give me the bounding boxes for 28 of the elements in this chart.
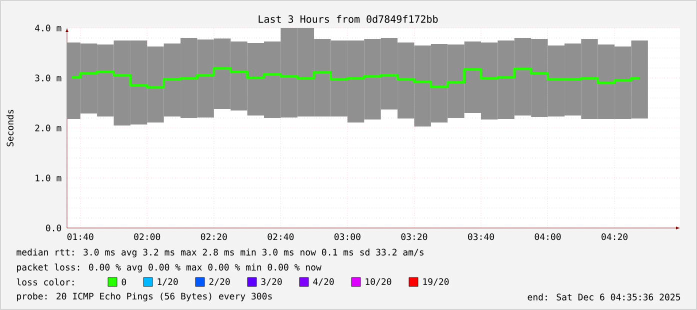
x-tick-label: 01:40 <box>67 233 94 240</box>
x-tick-label: 04:00 <box>534 233 561 240</box>
chart-title: Last 3 Hours from 0d7849f172bb <box>258 15 438 23</box>
legend-label: 10/20 <box>366 278 392 286</box>
legend-label: 3/20 <box>261 278 282 286</box>
y-tick-label: 1.0 m <box>36 174 62 182</box>
text: packet loss: 0.00 % avg 0.00 % max 0.00 % min 0.00 % now <box>17 264 322 272</box>
x-tick-label: 03:40 <box>468 233 494 240</box>
text: median rtt: 3.0 ms avg 3.2 ms max 2.8 ms min 3.0 ms now 0.1 ms sd 33.2 am/s <box>16 248 424 258</box>
x-tick-label: 03:20 <box>401 233 428 240</box>
x-tick-label: 04:20 <box>602 233 628 240</box>
legend-title: loss color: <box>16 278 74 286</box>
y-tick-label: 3.0 m <box>35 74 62 82</box>
x-tick-label: 02:00 <box>134 233 160 240</box>
x-tick-label: 02:40 <box>268 233 294 240</box>
y-axis-title: Seconds <box>6 110 14 146</box>
x-tick-label: 03:00 <box>334 233 360 240</box>
x-tick-label: 02:20 <box>200 233 227 240</box>
legend-label: 0 <box>122 278 126 286</box>
legend-label: 1/20 <box>158 278 178 286</box>
legend-label: 19/20 <box>423 278 449 286</box>
y-tick-label: 0.0 <box>46 224 62 232</box>
y-tick-label: 2.0 m <box>35 124 62 132</box>
text: end: Sat Dec 6 04:35:36 2025 <box>528 294 680 300</box>
text: probe: 20 ICMP Echo Pings (56 Bytes) every 300s <box>17 292 272 302</box>
legend-label: 2/20 <box>209 278 230 286</box>
legend-label: 4/20 <box>313 278 334 286</box>
y-tick-label: 4.0 m <box>35 24 62 32</box>
